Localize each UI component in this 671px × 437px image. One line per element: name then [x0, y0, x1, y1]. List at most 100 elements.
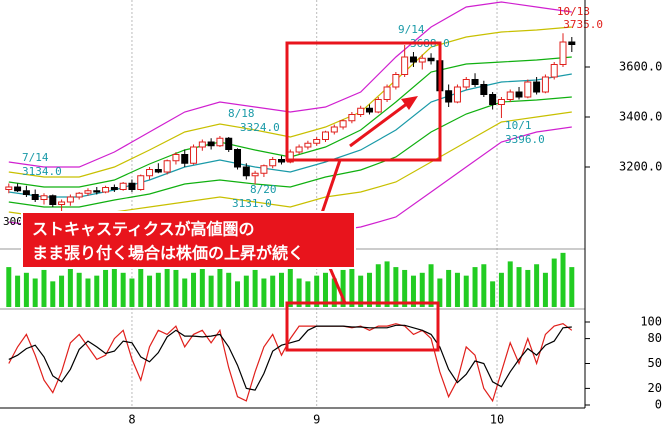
volume-bar: [261, 278, 267, 307]
stochastic-line: [8, 323, 573, 403]
volume-bar: [217, 261, 223, 307]
volume-bar: [6, 267, 12, 307]
y-tick-label: 80: [648, 331, 662, 345]
annotation-date: 8/20: [250, 183, 277, 196]
x-tick-label: 8: [128, 413, 135, 427]
candle-body: [445, 90, 453, 103]
volume-bar: [569, 267, 575, 307]
candle-body: [14, 186, 22, 192]
annotation-value: 3134.0: [22, 165, 62, 178]
volume-bar: [419, 272, 425, 307]
candle-body: [137, 175, 145, 190]
callout-text: ストキャスティクスが高値圏の: [32, 220, 255, 239]
volume-bar: [252, 269, 258, 307]
volume-bar: [542, 272, 548, 307]
volume-bar: [498, 272, 504, 307]
callout-text: まま張り付く場合は株価の上昇が続く: [32, 244, 304, 263]
candle-body: [190, 146, 198, 164]
candle-body: [146, 169, 154, 177]
volume-bar: [191, 272, 197, 307]
annotation-date: 10/13: [557, 5, 590, 18]
volume-bar: [182, 278, 188, 307]
candle-body: [154, 169, 162, 173]
candle-body: [541, 76, 549, 93]
candle-body: [374, 99, 382, 113]
volume-bar: [138, 264, 144, 307]
candle-body: [401, 56, 409, 75]
candle-body: [260, 165, 268, 174]
candle-body: [207, 141, 215, 147]
band-line: [8, 26, 572, 178]
volume-bar: [120, 272, 126, 307]
candle-body: [409, 56, 417, 63]
volume-bar: [15, 275, 21, 307]
volume-bar: [375, 264, 381, 307]
volume-bar: [279, 272, 285, 307]
volume-bar: [437, 278, 443, 307]
annotation-date: 9/14: [398, 23, 425, 36]
candle-body: [102, 187, 110, 193]
volume-bar: [243, 275, 249, 307]
volume-bar: [199, 264, 205, 307]
y-tick-label: 3200.0: [619, 160, 662, 174]
callout-pointer: [320, 159, 342, 214]
candle-body: [533, 81, 541, 93]
candle-body: [330, 126, 338, 133]
candle-body: [251, 172, 259, 177]
candle-body: [489, 94, 497, 105]
volume-bar: [85, 278, 91, 307]
candle-body: [506, 91, 514, 100]
volume-bar: [94, 275, 100, 307]
volume-bar: [76, 272, 82, 307]
candle-body: [471, 79, 479, 85]
x-tick-label: 10: [490, 413, 504, 427]
candle-body: [242, 166, 250, 177]
volume-bar: [560, 252, 566, 307]
candle-body: [515, 91, 523, 98]
candle-body: [418, 57, 426, 63]
candle-body: [84, 190, 92, 194]
candle-body: [497, 99, 505, 105]
volume-bar: [454, 272, 460, 307]
volume-bar: [32, 278, 38, 307]
callout-pointer: [328, 267, 347, 304]
volume-bar: [507, 261, 513, 307]
volume-bar: [147, 275, 153, 307]
candle-body: [295, 146, 303, 153]
volume-bar: [551, 258, 557, 307]
band-line: [8, 1, 572, 168]
volume-bar: [322, 272, 328, 307]
y-tick-label: 0: [655, 398, 662, 412]
y-tick-label: 3400.0: [619, 110, 662, 124]
volume-bar: [534, 264, 540, 307]
volume-bar: [525, 269, 531, 307]
volume-bar: [402, 269, 408, 307]
volume-bar: [270, 275, 276, 307]
candle-body: [365, 107, 373, 113]
volume-bar: [67, 264, 73, 307]
candle-body: [5, 186, 13, 190]
volume-bar: [296, 278, 302, 307]
candle-body: [462, 79, 470, 88]
annotation-value: 3131.0: [232, 197, 272, 210]
volume-bar: [235, 281, 241, 307]
arrow-head: [401, 96, 418, 110]
volume-bar: [41, 269, 47, 307]
stochastic-line: [8, 324, 572, 391]
candle-body: [119, 182, 127, 190]
volume-bar: [516, 267, 522, 307]
volume-bar: [393, 267, 399, 307]
volume-bar: [331, 278, 337, 307]
annotation-date: 10/1: [505, 119, 532, 132]
candle-body: [58, 201, 66, 205]
candle-body: [198, 141, 206, 148]
volume-bar: [366, 272, 372, 307]
candle-body: [128, 182, 136, 190]
candle-body: [93, 190, 101, 193]
y-tick-label: 20: [648, 381, 662, 395]
volume-bar: [384, 261, 390, 307]
candle-body: [181, 154, 189, 164]
candle-body: [568, 41, 576, 45]
candle-body: [348, 114, 356, 122]
